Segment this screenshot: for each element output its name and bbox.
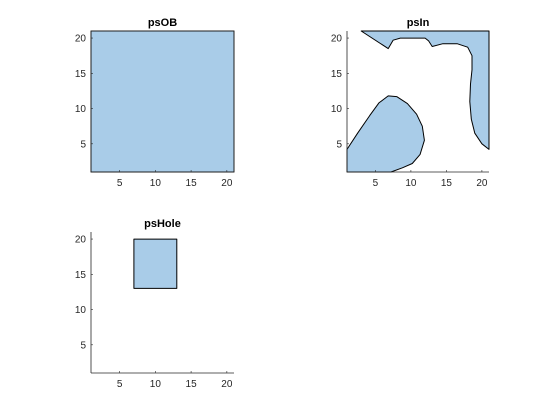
- chart-3-region-1: [133, 238, 178, 289]
- chart-3-y-tick-label: 20: [75, 235, 87, 246]
- chart-2-x-tick-label: 20: [476, 178, 488, 189]
- chart-2-region-2: [346, 95, 425, 173]
- chart-3: 5 10 15 20 5 10 15 20 psHole: [75, 218, 234, 390]
- chart-1-x-tick-label: 10: [150, 178, 162, 189]
- chart-2-region-1: [360, 30, 490, 150]
- chart-1-x-tick-label: 15: [186, 178, 198, 189]
- chart-1: 5 10 15 20 5 10 15 20 psOB: [75, 17, 235, 189]
- chart-2-x-tick-label: 10: [405, 178, 417, 189]
- chart-2-x-tick-label: 5: [373, 178, 379, 189]
- chart-1-x-tick-label: 20: [221, 178, 233, 189]
- chart-2-title: psIn: [407, 17, 430, 29]
- chart-2-y-tick-label: 5: [336, 139, 342, 150]
- chart-1-axes-box: [90, 30, 235, 173]
- chart-1-y-tick-label: 5: [80, 139, 86, 150]
- chart-3-title: psHole: [144, 218, 181, 230]
- chart-3-y-tick-label: 5: [80, 340, 86, 351]
- chart-3-x-tick-label: 15: [186, 379, 198, 390]
- chart-2-y-tick-label: 20: [331, 34, 343, 45]
- chart-1-region-1: [90, 30, 235, 173]
- chart-3-y-tick-label: 10: [75, 305, 87, 316]
- chart-1-y-tick-label: 10: [75, 104, 87, 115]
- chart-2: 5 10 15 20 5 10 15 20 psIn: [331, 17, 490, 189]
- chart-3-x-tick-label: 20: [221, 379, 233, 390]
- chart-3-x-tick-label: 5: [117, 379, 123, 390]
- chart-1-title: psOB: [148, 17, 177, 29]
- chart-1-y-tick-label: 15: [75, 69, 87, 80]
- chart-3-y-tick-label: 15: [75, 270, 87, 281]
- chart-1-x-tick-label: 5: [117, 178, 123, 189]
- chart-2-y-tick-label: 10: [331, 104, 343, 115]
- chart-2-x-tick-label: 15: [441, 178, 453, 189]
- chart-1-y-tick-label: 20: [75, 34, 87, 45]
- chart-2-y-tick-label: 15: [331, 69, 343, 80]
- chart-3-x-tick-label: 10: [150, 379, 162, 390]
